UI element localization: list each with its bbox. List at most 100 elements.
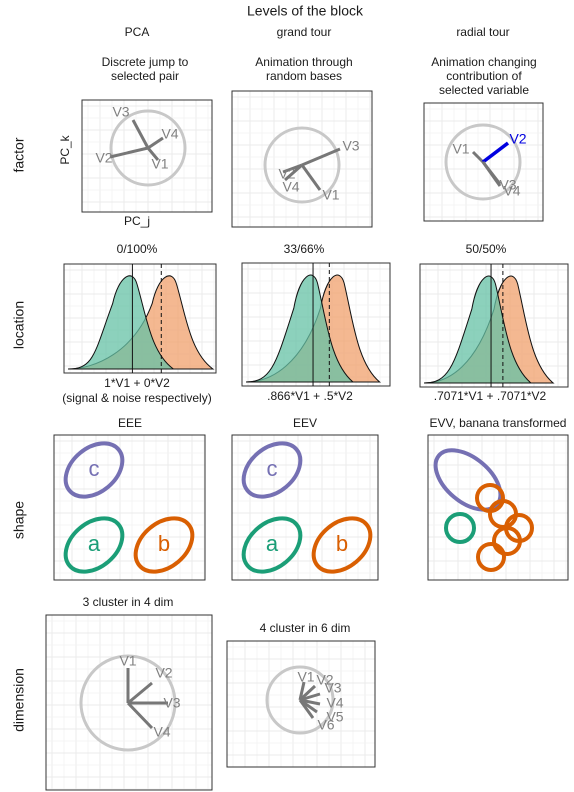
cluster (444, 512, 476, 544)
cluster (241, 441, 303, 499)
panel-bg (81, 99, 213, 213)
axis-line (147, 136, 164, 150)
panel-subtitle: selected variable (439, 83, 529, 97)
panel-border (241, 262, 391, 387)
variable-label: V2 (155, 665, 172, 681)
axis-line (481, 141, 510, 164)
variable-label: V2 (95, 150, 112, 166)
unit-circle (109, 109, 187, 187)
cluster (133, 516, 195, 574)
axis-line (471, 150, 485, 164)
variable-label: V3 (112, 104, 129, 120)
panel-border (226, 640, 376, 768)
panel-title: EEE (118, 416, 142, 430)
panel-subtitle: random bases (266, 69, 342, 83)
panel-border (231, 434, 379, 581)
variable-label: V4 (161, 126, 178, 142)
axis-line (131, 119, 150, 149)
cluster-label: b (336, 531, 348, 556)
column-header: grand tour (277, 25, 332, 39)
cluster-label: b (158, 531, 170, 556)
panel-subtitle: Discrete jump to (102, 55, 189, 69)
cluster-label: c (89, 456, 100, 481)
panel-border (81, 99, 213, 213)
cluster (476, 542, 506, 572)
variable-label: V1 (452, 141, 469, 157)
cluster (63, 441, 125, 499)
panel-title: 50/50% (466, 242, 507, 256)
variable-label: V4 (326, 695, 343, 711)
panel-caption: 1*V1 + 0*V2 (104, 376, 170, 390)
variable-label: V1 (297, 669, 314, 685)
variable-label: V2 (316, 672, 333, 688)
variable-label: V4 (503, 183, 520, 199)
variable-label: V3 (342, 138, 359, 154)
panel-caption: .7071*V1 + .7071*V2 (434, 389, 547, 403)
axis-line (126, 701, 154, 730)
variable-label: V4 (282, 179, 299, 195)
axis-label: PC_j (124, 214, 150, 228)
panel-border (423, 102, 544, 222)
axis-line (299, 692, 321, 702)
axis-label: PC_k (58, 134, 72, 164)
variable-label: V1 (322, 187, 339, 203)
axis-line (146, 147, 160, 161)
column-header: PCA (125, 25, 150, 39)
cluster (311, 516, 373, 574)
panel-border (427, 434, 569, 581)
row-label: dimension (11, 668, 27, 732)
panel-title: EVV, banana transformed (430, 416, 567, 430)
axis-line (481, 161, 502, 187)
panel-caption: .866*V1 + .5*V2 (267, 389, 353, 403)
axis-line (298, 699, 315, 719)
unit-circle (265, 665, 335, 735)
variable-label: V2 (278, 166, 295, 182)
panel-bg (231, 434, 379, 581)
panel-title: EEV (293, 416, 317, 430)
density-signal (67, 275, 175, 370)
panel-bg (231, 90, 373, 228)
axis-line (109, 146, 149, 159)
axis-line (301, 147, 341, 167)
cluster (241, 516, 303, 574)
unit-circle (79, 654, 177, 752)
row-label: shape (11, 501, 27, 539)
unit-circle (444, 123, 522, 201)
panel-border (53, 434, 206, 581)
axis-line (298, 681, 306, 701)
variable-label: V3 (163, 695, 180, 711)
variable-label: V3 (324, 680, 341, 696)
axis-line (298, 684, 317, 702)
variable-label: V6 (317, 717, 334, 733)
cluster (63, 516, 125, 574)
panel-subtitle: Animation changing (431, 55, 536, 69)
panel-title: 33/66% (284, 242, 325, 256)
panel-subtitle: Animation through (255, 55, 352, 69)
cluster-label: a (266, 531, 279, 556)
variable-label: V3 (499, 177, 516, 193)
row-label: location (11, 301, 27, 349)
row-label: factor (11, 137, 27, 172)
panel-border (63, 263, 217, 374)
cluster (492, 526, 522, 556)
panel-border (231, 90, 373, 228)
variable-label: V5 (326, 709, 343, 725)
axis-line (127, 681, 153, 705)
variable-label: V2 (509, 131, 526, 147)
panel-subtitle: selected pair (111, 69, 179, 83)
variable-label: V4 (153, 724, 170, 740)
column-header: radial tour (456, 25, 509, 39)
figure-title: Levels of the block (247, 3, 364, 19)
cluster-label: c (267, 456, 278, 481)
axis-line (300, 164, 322, 191)
panel-title: 3 cluster in 4 dim (83, 595, 174, 609)
unit-circle (263, 126, 341, 204)
density-signal (245, 274, 355, 383)
panel-title: 4 cluster in 6 dim (260, 621, 351, 635)
panel-border (45, 614, 213, 791)
axis-line (284, 163, 303, 182)
panel-caption: (signal & noise respectively) (62, 391, 211, 405)
variable-label: V1 (119, 653, 136, 669)
density-signal (423, 275, 533, 384)
